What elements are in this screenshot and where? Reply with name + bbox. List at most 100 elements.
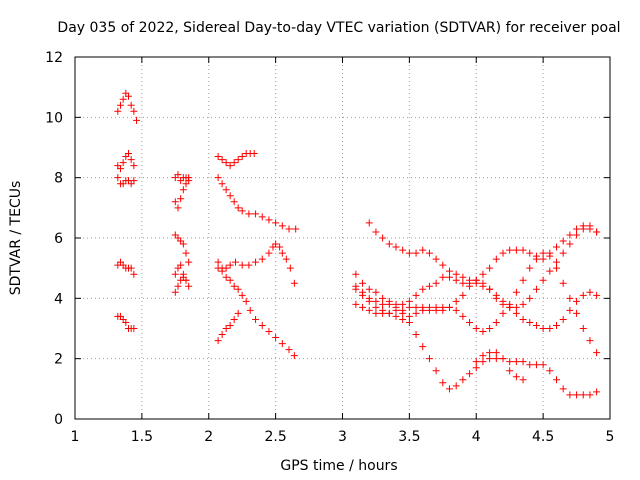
data-point xyxy=(459,376,467,384)
data-point xyxy=(182,249,190,257)
data-point xyxy=(127,156,135,164)
series-f5 xyxy=(352,282,601,399)
data-point xyxy=(182,276,190,284)
data-point xyxy=(372,297,380,305)
data-point xyxy=(539,276,547,284)
data-point xyxy=(566,240,574,248)
data-point xyxy=(116,165,124,173)
data-point xyxy=(218,267,226,275)
data-point xyxy=(245,210,253,218)
data-point xyxy=(214,337,222,345)
data-point xyxy=(230,159,238,167)
y-tick-label: 8 xyxy=(54,171,63,187)
data-point xyxy=(419,285,427,293)
data-point xyxy=(405,303,413,311)
data-point xyxy=(519,246,527,254)
series-f4 xyxy=(352,249,601,357)
data-point xyxy=(272,219,280,227)
x-tick-label: 4.5 xyxy=(532,429,554,445)
x-tick-label: 3 xyxy=(338,429,347,445)
series-e3 xyxy=(214,240,298,287)
data-point xyxy=(486,264,494,272)
data-point xyxy=(512,358,520,366)
data-point xyxy=(125,150,132,158)
data-point xyxy=(425,249,433,257)
data-point xyxy=(506,300,514,308)
data-point xyxy=(174,171,182,179)
data-point xyxy=(265,328,273,336)
data-point xyxy=(479,270,487,278)
data-point xyxy=(365,285,373,293)
data-point xyxy=(519,276,527,284)
data-point xyxy=(242,297,250,305)
data-point xyxy=(432,279,440,287)
data-point xyxy=(171,198,179,206)
data-point xyxy=(230,282,238,290)
series-e1 xyxy=(214,150,258,170)
data-point xyxy=(439,273,447,281)
data-point xyxy=(559,237,567,245)
data-point xyxy=(519,358,527,366)
data-point xyxy=(586,222,594,230)
data-point xyxy=(519,376,527,384)
data-point xyxy=(179,240,187,248)
data-point xyxy=(466,370,474,378)
data-point xyxy=(385,309,393,317)
data-point xyxy=(214,153,222,161)
data-point xyxy=(559,315,567,323)
data-point xyxy=(506,367,514,375)
data-point xyxy=(492,318,500,326)
data-point xyxy=(292,225,300,233)
data-point xyxy=(439,261,447,269)
data-point xyxy=(127,101,135,109)
x-tick-label: 2.5 xyxy=(264,429,286,445)
data-point xyxy=(432,303,440,311)
data-point xyxy=(365,219,373,227)
data-point xyxy=(226,261,234,269)
data-point xyxy=(226,192,234,200)
data-point xyxy=(405,312,413,320)
data-point xyxy=(385,240,393,248)
data-point xyxy=(432,367,440,375)
data-point xyxy=(119,95,127,103)
data-point xyxy=(452,276,460,284)
data-point xyxy=(130,107,138,115)
data-point xyxy=(526,294,534,302)
data-point xyxy=(425,355,433,363)
data-point xyxy=(459,279,467,287)
data-point xyxy=(234,285,242,293)
data-point xyxy=(171,288,179,296)
data-point xyxy=(412,249,420,257)
data-point xyxy=(579,325,587,332)
y-tick-label: 6 xyxy=(54,231,63,247)
data-point xyxy=(479,358,487,366)
data-point xyxy=(479,279,487,287)
data-point xyxy=(586,391,594,399)
data-point xyxy=(492,294,500,302)
data-point xyxy=(130,325,138,332)
data-point xyxy=(214,174,222,182)
data-point xyxy=(566,391,574,399)
data-point xyxy=(519,315,527,323)
series-c5 xyxy=(114,312,138,332)
data-point xyxy=(432,255,440,263)
data-point xyxy=(566,306,574,314)
data-point xyxy=(553,321,560,329)
data-point xyxy=(365,306,373,314)
data-point xyxy=(573,391,581,399)
data-point xyxy=(459,312,467,320)
data-point xyxy=(526,361,534,369)
data-point xyxy=(593,388,601,396)
data-point xyxy=(238,291,246,299)
data-point xyxy=(379,306,387,314)
data-point xyxy=(234,204,242,212)
data-point xyxy=(179,186,187,194)
x-axis-label: GPS time / hours xyxy=(280,458,397,474)
data-point xyxy=(559,249,567,257)
data-point xyxy=(182,180,190,188)
data-point xyxy=(399,300,407,308)
data-point xyxy=(506,246,514,254)
data-point xyxy=(412,331,420,339)
series-c1 xyxy=(114,89,141,124)
data-point xyxy=(532,255,540,263)
